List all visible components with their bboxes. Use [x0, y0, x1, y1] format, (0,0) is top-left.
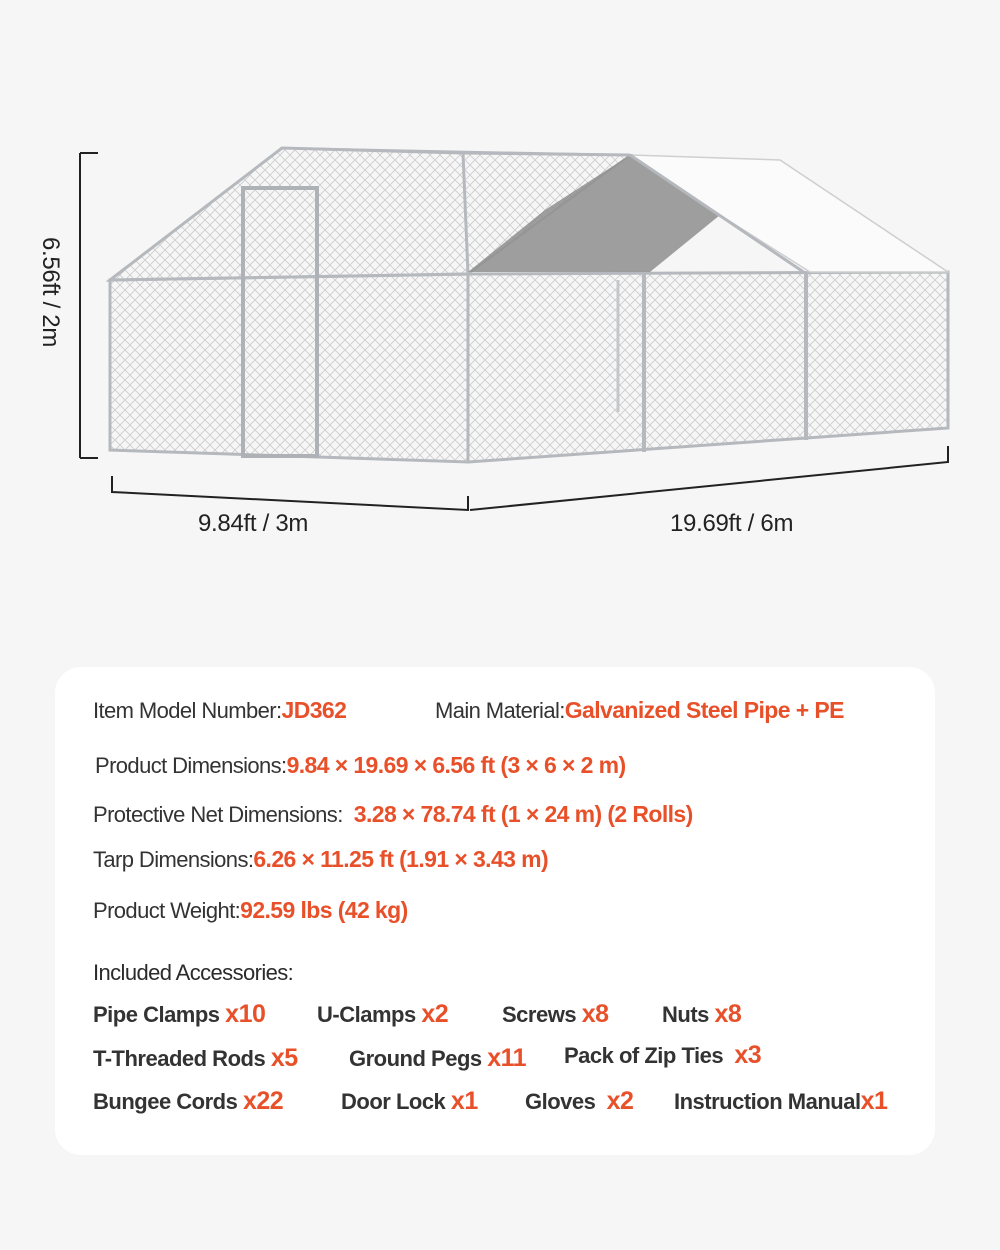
model-number-row: Item Model Number:JD362	[93, 697, 347, 724]
accessory-item: Ground Pegs x11	[349, 1044, 527, 1073]
accessory-qty: x3	[734, 1041, 762, 1069]
product-dimensions-value: 9.84 × 19.69 × 6.56 ft (3 × 6 × 2 m)	[286, 752, 627, 778]
accessory-name: Nuts	[662, 1002, 709, 1027]
model-number-value: JD362	[281, 697, 347, 723]
accessory-name: Pipe Clamps	[93, 1002, 220, 1027]
tarp-shade	[468, 155, 720, 272]
roof-mesh-left	[105, 146, 470, 282]
accessory-name: Screws	[502, 1002, 577, 1027]
net-dimensions-value: 3.28 × 78.74 ft (1 × 24 m) (2 Rolls)	[353, 801, 694, 827]
accessory-qty: x22	[242, 1087, 284, 1115]
width-dimension-label: 9.84ft / 3m	[198, 510, 309, 537]
product-dimensions-label: Product Dimensions:	[95, 753, 287, 778]
accessory-qty: x10	[225, 1000, 266, 1028]
accessory-name: Instruction Manual	[674, 1089, 861, 1114]
accessory-qty: x5	[270, 1044, 298, 1072]
model-number-label: Item Model Number:	[93, 698, 282, 723]
accessory-qty: x1	[450, 1087, 478, 1115]
accessory-qty: x8	[581, 1000, 609, 1028]
accessory-name: Pack of Zip Ties	[564, 1043, 724, 1068]
accessory-name: Gloves	[525, 1089, 596, 1114]
accessory-qty: x2	[606, 1087, 634, 1115]
accessory-name: U-Clamps	[317, 1002, 416, 1027]
accessory-item: Nuts x8	[662, 1000, 742, 1029]
net-dimensions-label: Protective Net Dimensions:	[93, 802, 343, 827]
accessory-item: T-Threaded Rods x5	[93, 1044, 298, 1073]
ridge-beam	[462, 151, 631, 157]
weight-value: 92.59 lbs (42 kg)	[240, 897, 408, 923]
weight-row: Product Weight:92.59 lbs (42 kg)	[93, 897, 408, 924]
accessory-qty: x2	[421, 1000, 449, 1028]
weight-label: Product Weight:	[93, 898, 241, 923]
net-dimensions-row: Protective Net Dimensions: 3.28 × 78.74 …	[93, 801, 693, 828]
chicken-coop-illustration	[79, 146, 951, 512]
accessory-name: Door Lock	[341, 1089, 446, 1114]
accessory-name: Bungee Cords	[93, 1089, 238, 1114]
height-dimension-label: 6.56ft / 2m	[37, 236, 64, 348]
accessory-item: Pipe Clamps x10	[93, 1000, 266, 1029]
tarp-dimensions-row: Tarp Dimensions:6.26 × 11.25 ft (1.91 × …	[93, 846, 549, 873]
front-mesh-panel	[108, 272, 470, 464]
door	[241, 186, 319, 458]
accessory-name: Ground Pegs	[349, 1046, 482, 1071]
accessory-item: Pack of Zip Ties x3	[564, 1041, 762, 1070]
dimension-lines	[79, 152, 949, 512]
material-label: Main Material:	[435, 698, 565, 723]
accessory-qty: x11	[487, 1044, 527, 1072]
accessory-item: Bungee Cords x22	[93, 1087, 284, 1116]
roof-beam	[629, 153, 809, 277]
accessory-item: Door Lock x1	[341, 1087, 478, 1116]
product-dimensions-row: Product Dimensions:9.84 × 19.69 × 6.56 f…	[95, 752, 626, 779]
material-row: Main Material:Galvanized Steel Pipe + PE	[435, 697, 844, 724]
accessory-qty: x1	[860, 1087, 888, 1115]
accessories-title: Included Accessories:	[93, 960, 294, 985]
accessory-qty: x8	[714, 1000, 742, 1028]
accessory-name: T-Threaded Rods	[93, 1046, 266, 1071]
accessory-item: Screws x8	[502, 1000, 609, 1029]
tarp-dimensions-value: 6.26 × 11.25 ft (1.91 × 3.43 m)	[253, 846, 549, 872]
accessory-item: Gloves x2	[525, 1087, 634, 1116]
length-dimension-label: 19.69ft / 6m	[670, 510, 794, 537]
tarp-dimensions-label: Tarp Dimensions:	[93, 847, 254, 872]
accessory-item: U-Clamps x2	[317, 1000, 449, 1029]
material-value: Galvanized Steel Pipe + PE	[564, 697, 845, 723]
specs-card: Item Model Number:JD362 Main Material:Ga…	[55, 667, 935, 1155]
side-mesh-panel	[466, 270, 950, 464]
accessory-item: Instruction Manualx1	[674, 1087, 888, 1116]
